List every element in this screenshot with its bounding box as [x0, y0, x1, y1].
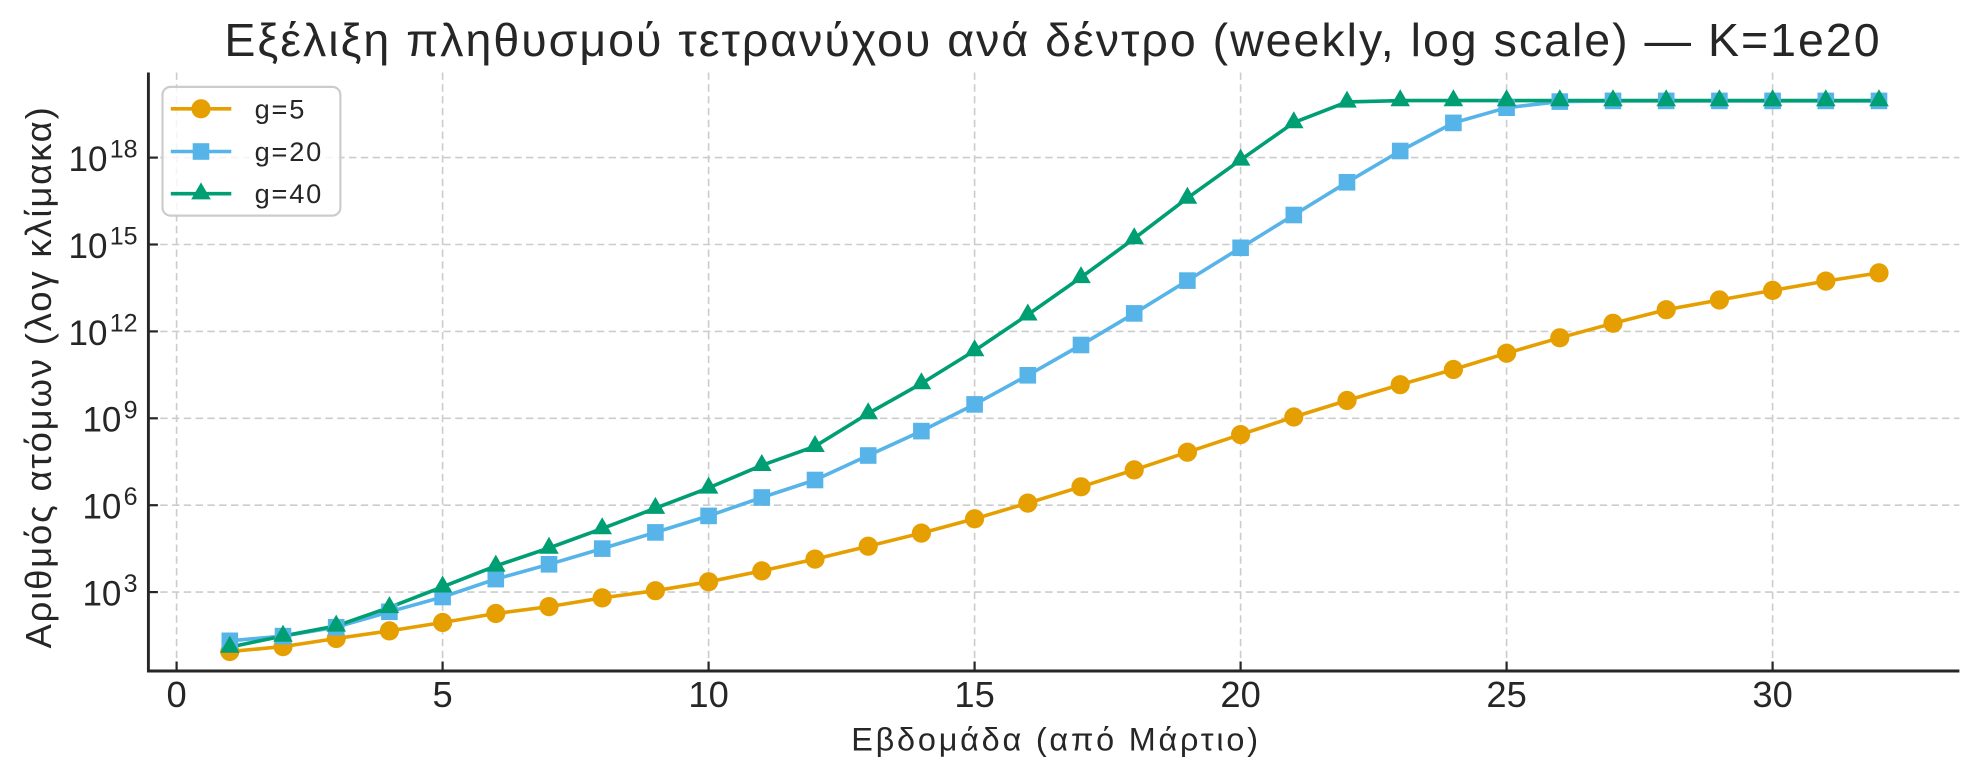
svg-text:g=5: g=5: [255, 93, 307, 124]
svg-text:109: 109: [82, 396, 137, 439]
svg-text:g=20: g=20: [255, 136, 323, 167]
svg-text:25: 25: [1486, 674, 1526, 715]
svg-text:0: 0: [167, 674, 187, 715]
svg-text:20: 20: [1220, 674, 1260, 715]
svg-text:Εβδομάδα (από Μάρτιο): Εβδομάδα (από Μάρτιο): [851, 722, 1261, 758]
svg-text:15: 15: [954, 674, 994, 715]
svg-text:5: 5: [433, 674, 453, 715]
svg-text:10: 10: [688, 674, 728, 715]
svg-text:Αριθμός ατόμων (λογ κλίμακα): Αριθμός ατόμων (λογ κλίμακα): [18, 105, 59, 648]
svg-text:Εξέλιξη πληθυσμού τετρανύχου α: Εξέλιξη πληθυσμού τετρανύχου ανά δέντρο …: [224, 14, 1881, 66]
svg-text:30: 30: [1752, 674, 1792, 715]
svg-text:1012: 1012: [69, 309, 138, 352]
svg-text:g=40: g=40: [255, 178, 323, 209]
